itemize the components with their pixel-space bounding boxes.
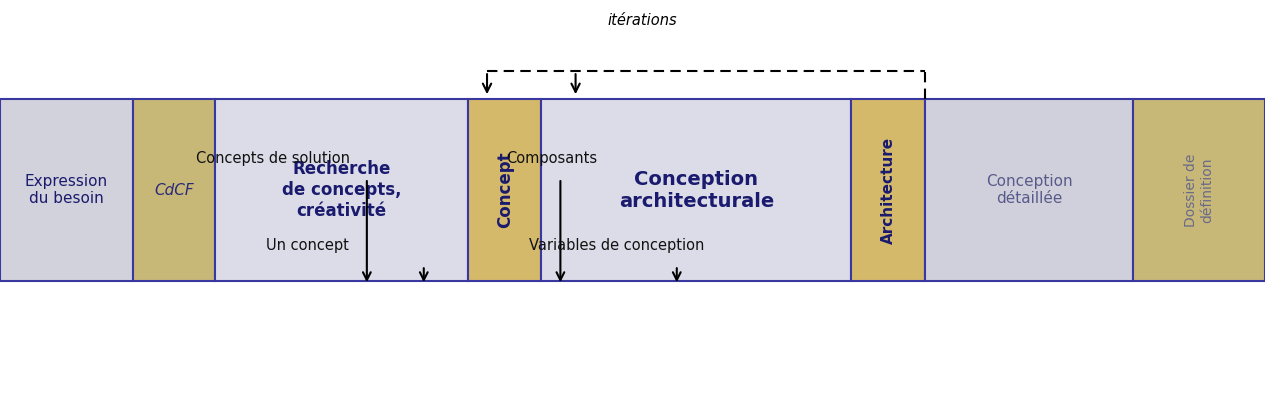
Text: Composants: Composants [506,151,597,166]
Bar [541,99,851,281]
Text: Concepts de solution: Concepts de solution [196,151,350,166]
Text: Dossier de
définition: Dossier de définition [1184,153,1214,227]
Text: Recherche
de concepts,
créativité: Recherche de concepts, créativité [282,160,401,220]
Bar [468,99,541,281]
Text: itérations: itérations [607,13,678,28]
Text: Conception
détaillée: Conception détaillée [985,174,1073,206]
Text: Variables de conception: Variables de conception [529,238,705,253]
Text: Un concept: Un concept [266,238,349,253]
Text: Architecture: Architecture [880,137,896,244]
Bar [133,99,215,281]
Bar [1133,99,1265,281]
Text: Conception
architecturale: Conception architecturale [619,169,774,211]
Text: Expression
du besoin: Expression du besoin [25,174,108,206]
Bar [925,99,1133,281]
Text: Concept: Concept [496,152,514,228]
Bar [0,99,133,281]
Bar [851,99,925,281]
Text: CdCF: CdCF [154,183,194,198]
Bar [215,99,468,281]
